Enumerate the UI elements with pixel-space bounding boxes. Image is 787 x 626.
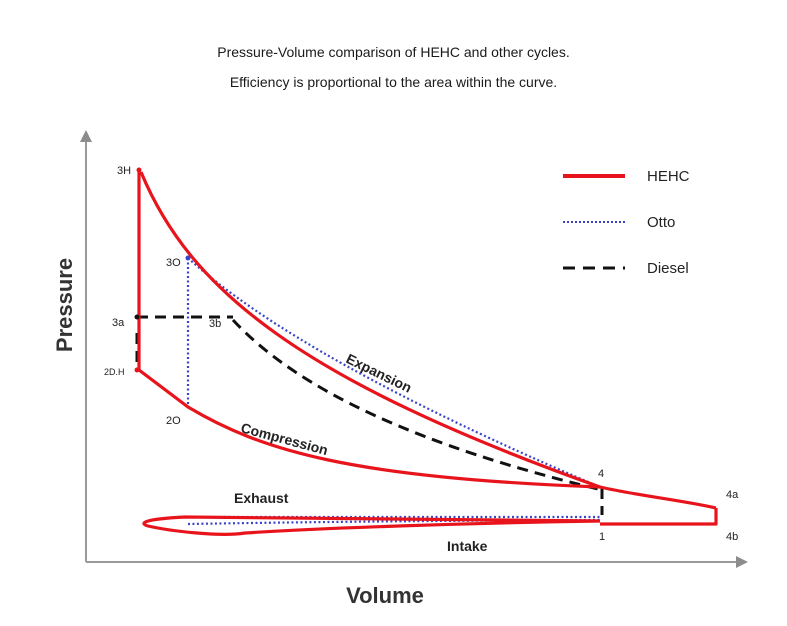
label-expansion: Expansion [344,350,415,395]
label-1: 1 [599,531,605,543]
label-exhaust: Exhaust [234,490,289,506]
point-3a-marker [134,314,140,320]
legend-label-otto: Otto [647,214,675,231]
label-intake: Intake [447,538,488,554]
point-2dh-marker [134,367,140,373]
label-3a: 3a [112,317,125,329]
y-axis-label: Pressure [52,258,77,352]
label-4a: 4a [726,489,739,501]
diagram-title-line-1: Pressure-Volume comparison of HEHC and o… [217,44,570,60]
label-4b: 4b [726,531,738,543]
diagram-title-line-2: Efficiency is proportional to the area w… [229,74,558,90]
label-2o: 2O [166,415,181,427]
point-3o-marker [185,255,191,261]
label-2dh: 2D.H [104,367,125,377]
legend-label-hehc: HEHC [647,168,690,185]
hehc-cycle-curve [137,170,718,536]
x-axis-label: Volume [346,583,424,608]
label-3o: 3O [166,257,181,269]
legend-label-diesel: Diesel [647,260,689,277]
label-4: 4 [598,468,604,480]
label-3b: 3b [209,318,221,330]
point-3h-marker [136,167,142,173]
label-3h: 3H [117,165,131,177]
legend: HEHC Otto Diesel [563,168,690,277]
diesel-cycle-curve [135,315,604,515]
